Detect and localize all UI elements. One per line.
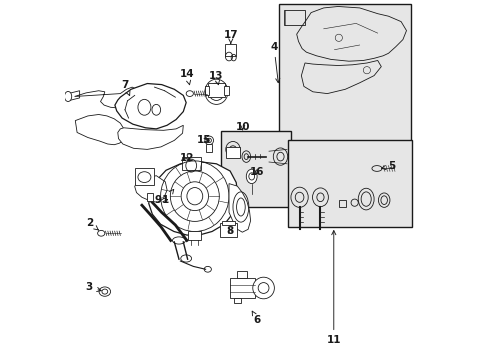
Ellipse shape — [290, 187, 307, 207]
Polygon shape — [75, 114, 125, 145]
Text: 9: 9 — [154, 195, 167, 205]
Bar — [147, 193, 152, 201]
Text: 3: 3 — [85, 282, 101, 292]
Bar — [204, 86, 209, 95]
Polygon shape — [118, 125, 183, 149]
Polygon shape — [75, 87, 138, 108]
Bar — [222, 221, 234, 225]
Bar — [134, 168, 154, 185]
Bar — [339, 200, 346, 207]
Text: 10: 10 — [235, 122, 249, 132]
Bar — [220, 223, 237, 237]
Ellipse shape — [204, 79, 227, 104]
Bar — [207, 83, 224, 97]
Text: 17: 17 — [223, 30, 238, 43]
Ellipse shape — [64, 91, 72, 102]
Text: 14: 14 — [179, 69, 194, 85]
Bar — [182, 157, 201, 170]
Polygon shape — [134, 176, 167, 202]
Text: 8: 8 — [226, 226, 233, 236]
Text: 1: 1 — [162, 189, 173, 205]
Bar — [221, 131, 291, 207]
Text: 13: 13 — [209, 71, 223, 85]
Text: 2: 2 — [86, 218, 98, 230]
Text: 15: 15 — [197, 135, 211, 145]
Bar — [284, 10, 305, 25]
Bar — [237, 271, 247, 278]
Polygon shape — [148, 162, 238, 235]
Text: 11: 11 — [326, 231, 340, 345]
Bar — [224, 86, 228, 95]
Bar — [287, 140, 411, 227]
Ellipse shape — [312, 188, 328, 207]
Bar — [226, 147, 240, 158]
Bar — [206, 144, 212, 152]
Polygon shape — [115, 84, 186, 129]
Bar — [188, 231, 201, 240]
Bar — [230, 278, 254, 298]
Text: 12: 12 — [179, 153, 194, 163]
Ellipse shape — [252, 277, 274, 299]
Ellipse shape — [246, 169, 257, 184]
Polygon shape — [228, 184, 250, 232]
Text: 16: 16 — [249, 167, 264, 177]
Text: 5: 5 — [381, 161, 395, 171]
Text: 7: 7 — [121, 80, 130, 95]
Bar — [278, 4, 410, 200]
Text: 4: 4 — [270, 42, 279, 83]
Bar — [225, 44, 236, 56]
Bar — [234, 298, 241, 303]
Text: 6: 6 — [252, 311, 260, 325]
